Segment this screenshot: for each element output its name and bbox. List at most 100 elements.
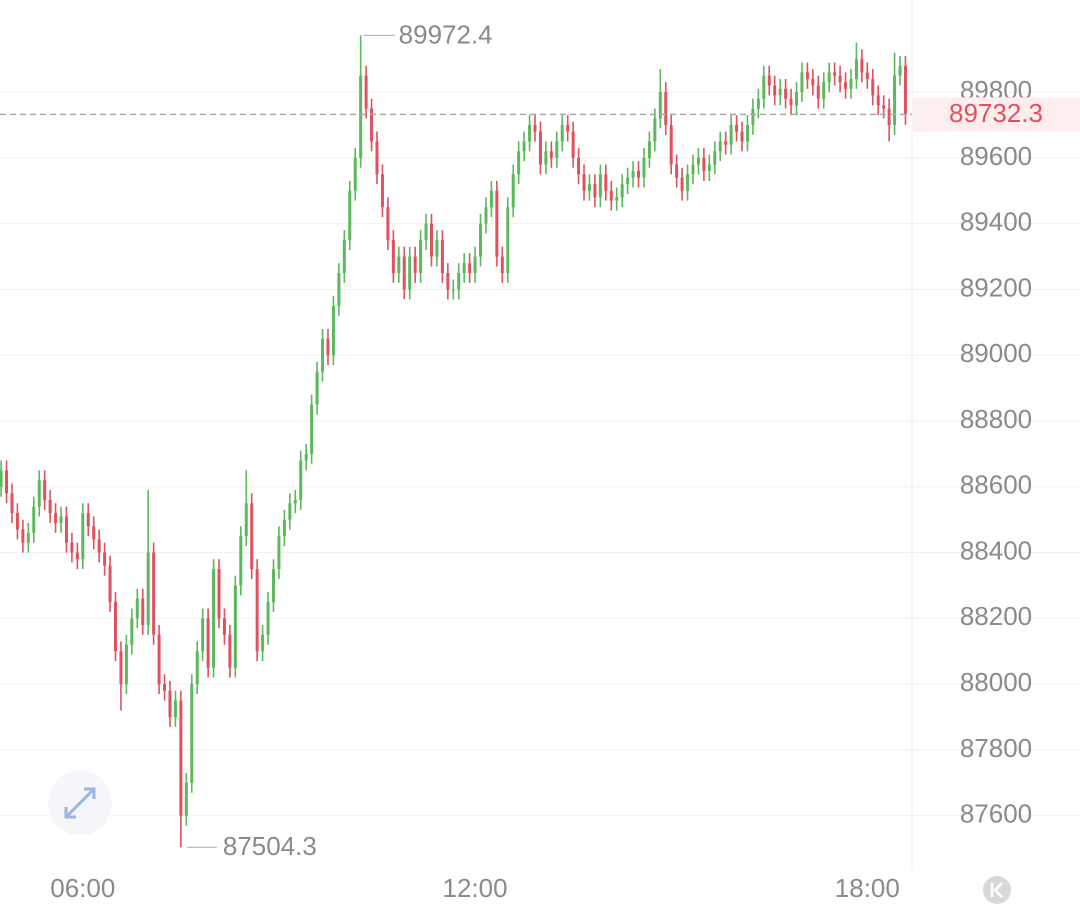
body <box>696 157 700 165</box>
body <box>337 273 341 306</box>
body <box>451 289 455 291</box>
body <box>773 85 777 96</box>
body <box>331 305 335 356</box>
body <box>168 690 172 718</box>
body <box>669 124 673 165</box>
body <box>440 240 444 274</box>
body <box>380 174 384 208</box>
body <box>577 157 581 175</box>
body <box>647 141 651 158</box>
body <box>386 207 390 241</box>
body <box>587 184 591 191</box>
body <box>173 700 177 718</box>
body <box>882 105 886 109</box>
body <box>675 164 679 178</box>
body <box>288 503 292 520</box>
y-tick-label: 89000 <box>960 338 1032 368</box>
body <box>37 480 41 507</box>
y-tick-label: 87600 <box>960 799 1032 829</box>
body <box>871 78 875 96</box>
x-tick-label: 12:00 <box>443 873 508 903</box>
body <box>15 513 19 530</box>
body <box>555 141 559 158</box>
body <box>582 174 586 191</box>
body <box>631 171 635 178</box>
body <box>653 118 657 142</box>
body <box>854 59 858 79</box>
body <box>865 72 869 79</box>
body <box>473 256 477 274</box>
body <box>26 532 30 543</box>
body <box>413 256 417 274</box>
body <box>620 184 624 198</box>
y-tick-label: 88200 <box>960 601 1032 631</box>
y-tick-label: 89200 <box>960 272 1032 302</box>
x-tick-label: 18:00 <box>835 873 900 903</box>
body <box>201 618 205 652</box>
body <box>446 273 450 290</box>
body <box>489 190 493 208</box>
body <box>179 700 183 816</box>
body <box>97 539 101 553</box>
expand-icon <box>64 787 96 819</box>
body <box>353 157 357 191</box>
x-tick-label: 06:00 <box>50 873 115 903</box>
body <box>800 72 804 93</box>
last-price-box <box>913 97 1080 132</box>
y-tick-label: 88000 <box>960 667 1032 697</box>
y-tick-label: 87800 <box>960 733 1032 763</box>
body <box>533 124 537 132</box>
body <box>528 124 532 142</box>
body <box>250 503 254 570</box>
kline-bg <box>983 876 1011 904</box>
body <box>282 519 286 537</box>
body <box>887 108 891 125</box>
body <box>135 598 139 619</box>
body <box>21 529 25 543</box>
body <box>32 506 36 533</box>
body <box>103 552 107 566</box>
body <box>729 124 733 145</box>
body <box>0 470 3 487</box>
body <box>642 157 646 178</box>
kline-button[interactable] <box>983 876 1011 904</box>
body <box>615 197 619 201</box>
body <box>212 569 216 668</box>
body <box>484 207 488 224</box>
body <box>48 499 52 514</box>
body <box>359 75 363 158</box>
body <box>10 493 14 514</box>
body <box>54 513 58 523</box>
body <box>277 536 281 570</box>
body <box>457 273 461 290</box>
body <box>397 256 401 274</box>
body <box>560 124 564 142</box>
body <box>609 190 613 201</box>
body <box>767 75 771 86</box>
kline-icon <box>990 882 1003 898</box>
body <box>304 453 308 461</box>
body <box>429 223 433 257</box>
body <box>266 601 270 635</box>
body <box>315 371 319 405</box>
expand-button[interactable] <box>48 771 112 835</box>
body <box>293 499 297 504</box>
body <box>702 157 706 172</box>
body <box>108 565 112 602</box>
body <box>735 124 739 132</box>
body <box>244 503 248 537</box>
body <box>92 526 96 540</box>
body <box>130 618 134 645</box>
body <box>680 177 684 191</box>
y-tick-label: 89600 <box>960 141 1032 171</box>
body <box>299 460 303 500</box>
body <box>370 108 374 142</box>
body <box>113 601 117 652</box>
body <box>342 240 346 274</box>
body <box>724 141 728 145</box>
y-tick-label: 88600 <box>960 470 1032 500</box>
body <box>195 651 199 685</box>
body <box>893 75 897 125</box>
body <box>271 569 275 602</box>
body <box>816 85 820 99</box>
